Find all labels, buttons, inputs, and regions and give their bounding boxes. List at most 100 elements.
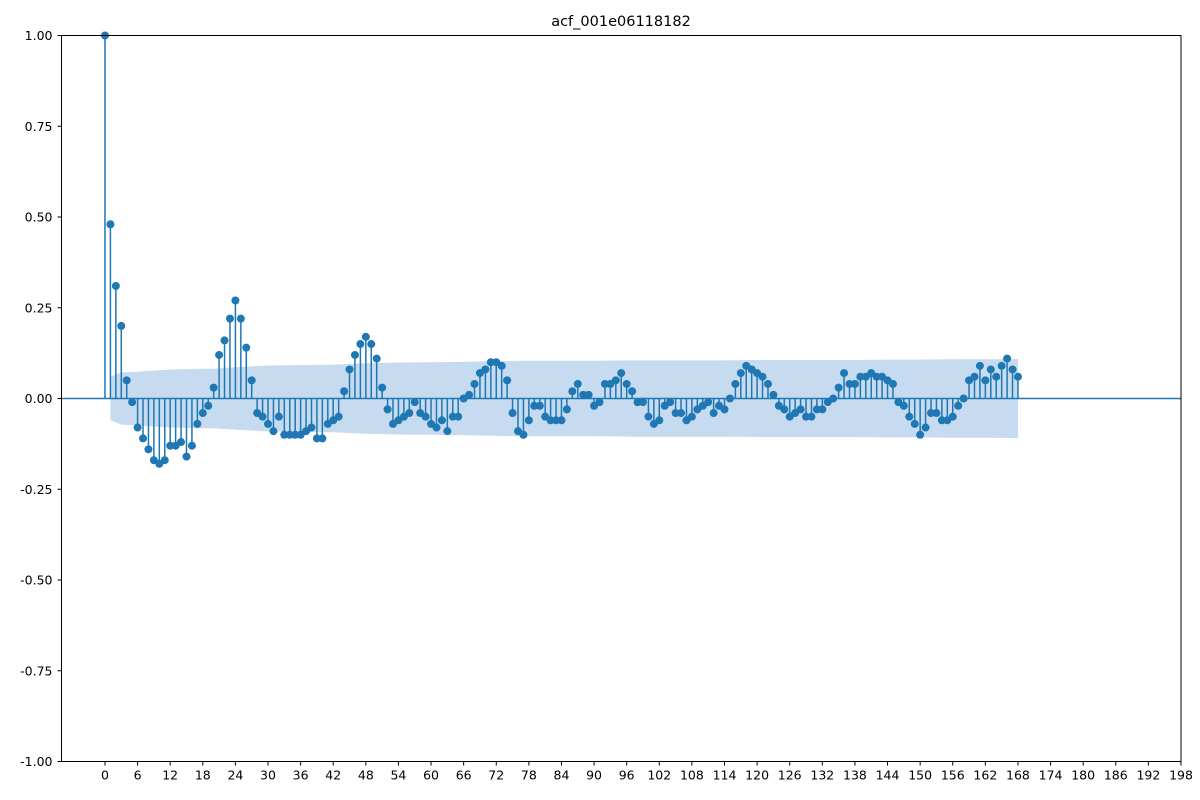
marker-lag-75: [508, 409, 517, 418]
marker-lag-125: [780, 405, 789, 414]
marker-lag-122: [763, 379, 772, 388]
marker-lag-43: [334, 412, 343, 421]
marker-lag-104: [666, 398, 675, 407]
marker-lag-96: [622, 379, 631, 388]
marker-lag-121: [758, 372, 767, 381]
marker-lag-95: [617, 369, 626, 378]
marker-lag-48: [361, 332, 370, 341]
x-tick-label-198: 198: [1169, 768, 1193, 783]
marker-lag-61: [432, 423, 441, 432]
marker-lag-85: [562, 405, 571, 414]
x-tick-label-138: 138: [843, 768, 867, 783]
marker-lag-14: [177, 438, 186, 447]
marker-lag-5: [128, 398, 137, 407]
marker-lag-161: [975, 361, 984, 370]
marker-lag-147: [899, 401, 908, 410]
marker-lag-151: [921, 423, 930, 432]
marker-lag-114: [720, 405, 729, 414]
marker-lag-8: [144, 445, 153, 454]
x-tick-label-144: 144: [876, 768, 900, 783]
marker-lag-27: [247, 376, 256, 385]
x-tick-label-42: 42: [325, 768, 341, 783]
marker-lag-68: [470, 379, 479, 388]
marker-lag-16: [187, 441, 196, 450]
y-tick-label-0.75: 0.75: [25, 119, 53, 134]
marker-lag-167: [1008, 365, 1017, 374]
marker-lag-123: [769, 390, 778, 399]
marker-lag-21: [215, 350, 224, 359]
y-tick-label--0.25: -0.25: [20, 482, 52, 497]
marker-lag-45: [345, 365, 354, 374]
marker-lag-115: [725, 394, 734, 403]
marker-lag-165: [997, 361, 1006, 370]
x-tick-label-102: 102: [647, 768, 671, 783]
marker-lag-163: [986, 365, 995, 374]
marker-lag-24: [231, 296, 240, 305]
marker-lag-148: [905, 412, 914, 421]
x-tick-label-162: 162: [973, 768, 997, 783]
stem-layer: [104, 35, 1019, 464]
marker-lag-138: [850, 379, 859, 388]
x-tick-label-0: 0: [101, 768, 109, 783]
marker-lag-20: [209, 383, 218, 392]
marker-lag-47: [356, 340, 365, 349]
x-tick-label-150: 150: [908, 768, 932, 783]
marker-lag-65: [454, 412, 463, 421]
marker-lag-1: [106, 220, 115, 229]
y-tick-label--0.50: -0.50: [20, 573, 52, 588]
marker-lag-80: [535, 401, 544, 410]
marker-lag-132: [818, 405, 827, 414]
x-tick-label-84: 84: [554, 768, 570, 783]
x-tick-label-30: 30: [260, 768, 276, 783]
marker-lag-29: [258, 412, 267, 421]
marker-lag-32: [274, 412, 283, 421]
marker-lag-3: [117, 321, 126, 330]
marker-lag-78: [524, 416, 533, 425]
x-tick-label-156: 156: [941, 768, 965, 783]
marker-lag-112: [709, 409, 718, 418]
marker-lag-18: [198, 409, 207, 418]
marker-lag-89: [584, 390, 593, 399]
marker-lag-87: [573, 379, 582, 388]
marker-lag-100: [644, 412, 653, 421]
x-tick-label-108: 108: [680, 768, 704, 783]
marker-lag-46: [350, 350, 359, 359]
marker-lag-84: [557, 416, 566, 425]
marker-lag-102: [655, 416, 664, 425]
marker-lag-136: [840, 369, 849, 378]
x-tick-label-132: 132: [810, 768, 834, 783]
x-tick-label-18: 18: [195, 768, 211, 783]
marker-lag-156: [948, 412, 957, 421]
x-tick-label-48: 48: [358, 768, 374, 783]
x-tick-label-60: 60: [423, 768, 439, 783]
marker-lag-15: [182, 452, 191, 461]
y-tick-label--1.00: -1.00: [20, 754, 52, 769]
marker-lag-25: [236, 314, 245, 323]
marker-lag-74: [503, 376, 512, 385]
y-tick-label-0.25: 0.25: [25, 300, 53, 315]
x-tick-label-54: 54: [390, 768, 406, 783]
marker-lag-56: [405, 409, 414, 418]
marker-lag-145: [888, 379, 897, 388]
marker-lag-44: [340, 387, 349, 396]
marker-lag-52: [383, 405, 392, 414]
x-tick-label-72: 72: [488, 768, 504, 783]
marker-lag-50: [372, 354, 381, 363]
marker-lag-86: [568, 387, 577, 396]
marker-lag-7: [139, 434, 148, 443]
marker-lag-30: [264, 419, 273, 428]
marker-lag-150: [916, 430, 925, 439]
marker-lag-31: [269, 427, 278, 436]
x-tick-label-90: 90: [586, 768, 602, 783]
marker-lag-73: [497, 361, 506, 370]
marker-lag-116: [731, 379, 740, 388]
marker-lag-40: [318, 434, 327, 443]
x-tick-label-174: 174: [1039, 768, 1063, 783]
marker-lag-117: [736, 369, 745, 378]
axes: 0 6 12 18 24 30 36 42 48 54 60 66 72 78 84 90 96 102 108 11…: [20, 28, 1193, 783]
x-tick-label-126: 126: [778, 768, 802, 783]
x-tick-label-36: 36: [293, 768, 309, 783]
x-tick-label-180: 180: [1071, 768, 1095, 783]
marker-lag-160: [970, 372, 979, 381]
marker-lag-49: [367, 340, 376, 349]
